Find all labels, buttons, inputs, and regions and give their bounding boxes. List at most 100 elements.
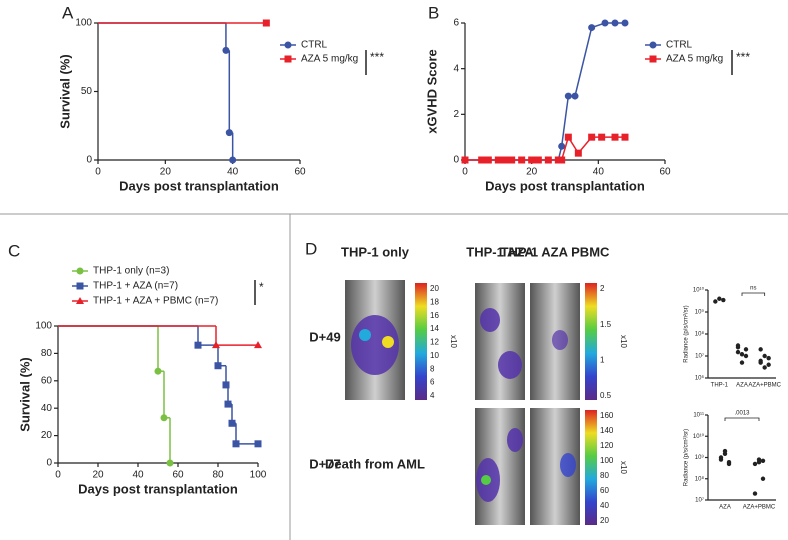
legend-marker xyxy=(76,297,84,304)
x-tick-label: 40 xyxy=(227,167,239,178)
x-tick-label: 0 xyxy=(95,167,101,178)
x-axis-title: Days post transplantation xyxy=(119,178,279,193)
x-tick-label: 60 xyxy=(172,470,184,481)
colorbar-tick-label: 80 xyxy=(600,471,609,480)
marker xyxy=(571,92,579,100)
marker xyxy=(621,19,629,27)
point xyxy=(752,461,758,467)
row-header: D+49 xyxy=(309,329,340,344)
marker xyxy=(484,156,492,164)
y-tick-label: 0 xyxy=(46,458,52,469)
marker xyxy=(621,133,629,141)
marker xyxy=(588,133,596,141)
x-tick-label: 0 xyxy=(462,167,468,178)
x-tick-label: 0 xyxy=(55,470,61,481)
point xyxy=(758,358,763,364)
point xyxy=(739,352,745,357)
x-tick-label: 60 xyxy=(294,167,306,178)
point xyxy=(762,353,767,359)
colorbar-unit: x10 xyxy=(619,461,628,474)
y-axis-title: Survival (%) xyxy=(57,54,72,128)
marker xyxy=(611,133,619,141)
colorbar-tick-label: 6 xyxy=(430,378,435,387)
signal xyxy=(480,308,500,332)
y-tick-label: 10⁶ xyxy=(695,375,705,382)
point xyxy=(717,296,722,301)
y-axis-title: Survival (%) xyxy=(17,357,32,431)
panel-label: A xyxy=(62,3,74,22)
point xyxy=(726,460,732,465)
colorbar-unit: x10 xyxy=(449,335,458,348)
marker xyxy=(534,156,542,164)
point xyxy=(752,491,758,496)
colorbar-tick-label: 18 xyxy=(430,297,439,306)
y-axis-title: Radiance (p/s/cm²/sr) xyxy=(684,429,690,486)
y-tick-label: 2 xyxy=(453,109,459,120)
marker xyxy=(564,133,572,141)
legend-marker xyxy=(649,55,657,63)
colorbar-tick-label: 8 xyxy=(430,364,435,373)
point xyxy=(743,347,749,352)
row-header: D+77 xyxy=(309,456,340,471)
death-note: Death from AML xyxy=(325,456,425,471)
marker xyxy=(225,129,233,137)
marker xyxy=(228,419,236,427)
colorbar xyxy=(585,283,597,400)
point xyxy=(722,451,728,456)
y-tick-label: 0 xyxy=(453,155,459,166)
y-tick-label: 10¹⁰ xyxy=(693,433,705,440)
marker xyxy=(166,459,174,467)
x-tick-label: AZA+PBMC xyxy=(743,505,776,511)
legend-label: THP-1 + AZA (n=7) xyxy=(93,281,178,292)
colorbar xyxy=(415,283,427,400)
y-tick-label: 10⁸ xyxy=(695,475,705,482)
colorbar-tick-label: 4 xyxy=(430,391,435,400)
y-tick-label: 10⁷ xyxy=(695,353,704,360)
colorbar-tick-label: 14 xyxy=(430,324,439,333)
marker xyxy=(229,156,237,164)
legend-marker xyxy=(76,282,84,290)
point xyxy=(735,349,741,355)
marker xyxy=(501,156,509,164)
point xyxy=(766,355,771,361)
marker xyxy=(262,19,270,27)
point xyxy=(760,458,766,463)
point xyxy=(739,360,745,365)
x-axis-title: Days post transplantation xyxy=(485,178,645,193)
x-tick-label: 60 xyxy=(659,167,671,178)
x-tick-label: AZA xyxy=(719,505,731,511)
point xyxy=(756,460,762,465)
point xyxy=(721,297,726,303)
signal xyxy=(552,330,568,350)
point xyxy=(760,476,766,481)
marker xyxy=(494,156,502,164)
colorbar-tick-label: 140 xyxy=(600,426,614,435)
marker xyxy=(558,156,566,164)
panel-label: D xyxy=(305,239,317,258)
signal xyxy=(560,453,576,477)
legend-label: THP-1 only (n=3) xyxy=(93,266,169,277)
marker xyxy=(254,440,262,448)
colorbar-tick-label: 20 xyxy=(430,284,439,293)
signal xyxy=(498,351,522,379)
marker xyxy=(214,362,222,370)
legend-label: CTRL xyxy=(301,40,328,51)
column-header: THP-1 AZA xyxy=(466,244,534,259)
colorbar-tick-label: 60 xyxy=(600,486,609,495)
marker xyxy=(222,381,230,389)
annotation: * xyxy=(259,280,264,294)
legend-label: AZA 5 mg/kg xyxy=(301,54,358,65)
y-tick-label: 100 xyxy=(35,321,52,332)
colorbar xyxy=(585,410,597,525)
colorbar-tick-label: 120 xyxy=(600,441,614,450)
colorbar-tick-label: 12 xyxy=(430,338,439,347)
marker xyxy=(558,142,566,150)
marker xyxy=(601,19,609,27)
colorbar-tick-label: 40 xyxy=(600,501,609,510)
colorbar-tick-label: 1.5 xyxy=(600,320,612,329)
colorbar-tick-label: 160 xyxy=(600,411,614,420)
point xyxy=(718,457,724,462)
marker xyxy=(544,156,552,164)
y-tick-label: 0 xyxy=(86,155,92,166)
